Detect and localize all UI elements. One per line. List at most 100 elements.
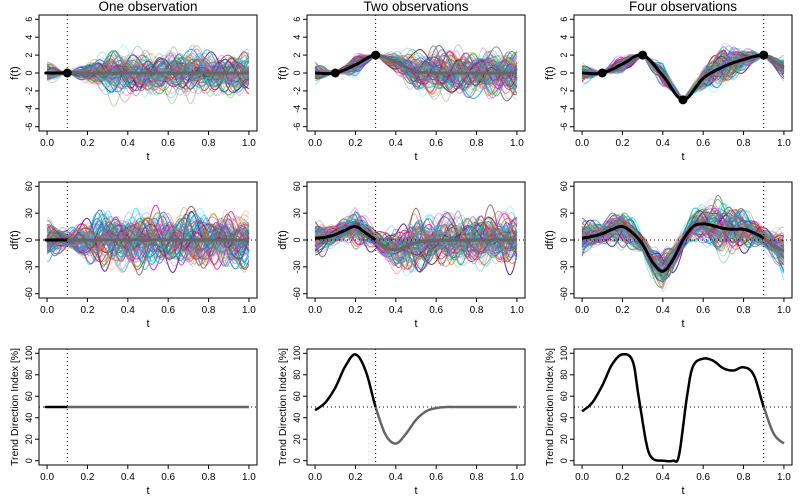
sample-path	[46, 228, 249, 252]
y-tick-label: 2	[292, 53, 302, 58]
x-tick-label: 0.4	[121, 472, 135, 483]
sample-path	[314, 49, 518, 100]
y-tick-label: -2	[292, 87, 302, 95]
x-tick-label: 0.6	[429, 305, 443, 316]
sample-path	[47, 220, 250, 261]
sample-path	[581, 205, 784, 267]
sample-path	[314, 211, 518, 275]
sample-path	[314, 217, 518, 270]
x-tick-label: 1.0	[242, 305, 256, 316]
sample-path	[314, 54, 518, 89]
sample-path	[46, 222, 250, 263]
sample-path	[314, 211, 518, 257]
y-tick-label: 6	[559, 17, 569, 22]
y-tick-label: 100	[292, 346, 302, 361]
sample-path	[46, 51, 249, 96]
x-tick-label: 1.0	[510, 472, 524, 483]
sample-path	[314, 221, 518, 267]
sample-path	[314, 212, 518, 268]
x-tick-label: 1.0	[777, 472, 791, 483]
plot-area	[314, 43, 518, 103]
sample-path	[314, 43, 518, 100]
sample-path	[314, 213, 518, 260]
sample-path	[47, 227, 250, 254]
y-tick-label: -6	[559, 123, 569, 131]
sample-path	[582, 204, 785, 274]
sample-path	[47, 56, 250, 89]
y-tick-label: 60	[24, 181, 34, 191]
sample-path	[46, 216, 250, 263]
sample-path	[314, 221, 518, 268]
observation-point	[759, 50, 769, 60]
x-tick-label: 0.0	[308, 138, 322, 149]
sample-path	[47, 60, 250, 85]
x-tick-label: 0.0	[575, 472, 589, 483]
sample-path	[46, 45, 250, 98]
plot-area	[581, 42, 785, 102]
sample-path	[581, 219, 784, 268]
sample-path	[46, 55, 249, 84]
sample-path	[46, 212, 250, 268]
tdi-curve-forecast	[374, 405, 517, 445]
y-tick-label: 0	[24, 458, 34, 463]
sample-path	[46, 214, 250, 265]
sample-path	[314, 218, 518, 273]
sample-path	[46, 215, 250, 265]
observation-point	[62, 68, 72, 78]
y-tick-label: 6	[292, 17, 302, 22]
sample-path	[46, 205, 250, 271]
posterior-mean-observed	[581, 53, 764, 102]
sample-path	[581, 212, 785, 275]
y-tick-label: 60	[292, 181, 302, 191]
posterior-mean-observed	[314, 225, 377, 242]
y-axis-label: Trend Direction Index [%]	[277, 348, 289, 466]
y-tick-label: -4	[24, 105, 34, 113]
y-tick-label: 0	[292, 70, 302, 75]
tdi-curve-observed	[581, 352, 765, 463]
y-tick-label: -60	[24, 287, 34, 300]
y-tick-label: -60	[292, 287, 302, 300]
sample-path	[314, 217, 518, 269]
sample-path	[47, 51, 250, 95]
x-tick-label: 0.0	[308, 472, 322, 483]
sample-path	[315, 218, 518, 261]
sample-path	[46, 219, 250, 257]
posterior-mean-forecast	[762, 236, 785, 253]
sample-path	[46, 56, 250, 92]
sample-path	[46, 59, 250, 91]
sample-path	[46, 62, 250, 84]
y-tick-label: 100	[24, 346, 34, 361]
y-tick-label: 80	[292, 370, 302, 380]
sample-path	[314, 211, 518, 264]
x-tick-label: 0.4	[389, 138, 403, 149]
y-tick-label: 40	[559, 413, 569, 423]
y-tick-label: 20	[292, 434, 302, 444]
y-tick-label: -6	[292, 123, 302, 131]
sample-path	[46, 52, 250, 96]
sample-path	[314, 217, 518, 264]
sample-path	[314, 205, 518, 277]
sample-path	[315, 50, 518, 100]
y-tick-label: 60	[559, 181, 569, 191]
sample-path	[46, 215, 250, 259]
x-tick-label: 1.0	[777, 138, 791, 149]
sample-path	[46, 213, 250, 264]
y-tick-label: 0	[559, 458, 569, 463]
sample-path	[46, 216, 250, 260]
sample-path	[47, 48, 250, 97]
sample-path	[46, 215, 250, 265]
sample-path	[46, 214, 250, 266]
sample-path	[46, 219, 250, 261]
y-tick-label: 60	[292, 391, 302, 401]
sample-path	[314, 231, 517, 253]
x-tick-label: 1.0	[510, 138, 524, 149]
sample-path	[314, 214, 518, 259]
y-tick-label: 4	[24, 35, 34, 40]
sample-path	[582, 210, 785, 272]
y-axis-label: df(t)	[277, 230, 289, 250]
sample-path	[47, 54, 249, 94]
y-tick-label: 80	[559, 370, 569, 380]
x-tick-label: 0.0	[308, 305, 322, 316]
tdi-curve-forecast	[762, 406, 785, 445]
sample-path	[46, 51, 250, 93]
